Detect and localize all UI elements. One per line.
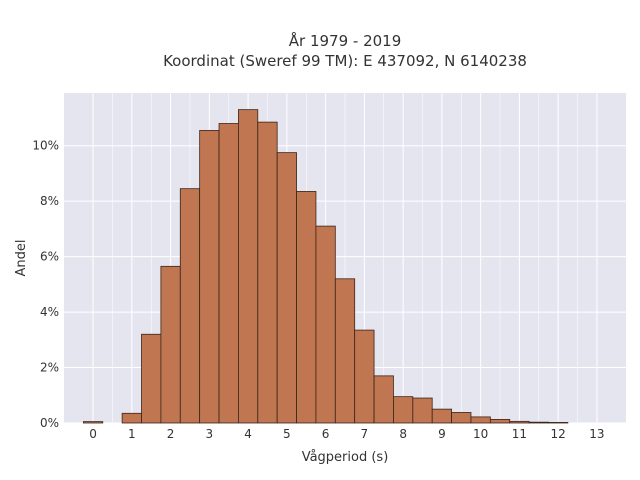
histogram-bar <box>257 121 278 424</box>
x-tick-label: 9 <box>438 427 446 441</box>
histogram-bar <box>393 396 414 424</box>
x-tick-label: 6 <box>322 427 330 441</box>
histogram-bar <box>141 333 162 424</box>
histogram-bar <box>199 130 220 424</box>
x-tick-label: 13 <box>589 427 604 441</box>
chart-title-line-1: År 1979 - 2019 <box>289 31 402 50</box>
histogram-bar <box>276 152 297 424</box>
y-tick-label: 0% <box>40 416 59 430</box>
histogram-bar <box>412 397 433 424</box>
y-axis-ticks: 0% 2% 4% 6% 8% 10% <box>32 139 59 430</box>
chart-title-line-2: Koordinat (Sweref 99 TM): E 437092, N 61… <box>163 52 527 70</box>
histogram-bar <box>218 123 239 424</box>
x-tick-label: 12 <box>551 427 566 441</box>
x-tick-label: 1 <box>128 427 136 441</box>
y-tick-label: 10% <box>32 139 59 153</box>
histogram-bar <box>82 421 104 424</box>
histogram-bar <box>334 278 356 424</box>
histogram-bar <box>470 416 491 424</box>
x-tick-label: 10 <box>473 427 488 441</box>
x-tick-label: 7 <box>361 427 369 441</box>
histogram-bar <box>238 109 259 424</box>
histogram-bar <box>489 418 511 424</box>
histogram-bar <box>509 420 530 424</box>
histogram-bar <box>431 408 452 424</box>
y-tick-label: 6% <box>40 250 59 264</box>
x-tick-label: 4 <box>244 427 252 441</box>
y-tick-label: 2% <box>40 361 59 375</box>
histogram-bar <box>121 412 142 424</box>
x-tick-label: 8 <box>399 427 407 441</box>
histogram-bar <box>179 188 201 424</box>
y-axis-label: Andel <box>14 240 29 277</box>
y-tick-label: 8% <box>40 194 59 208</box>
bars <box>82 109 569 424</box>
histogram-bar <box>528 421 549 424</box>
histogram-bar <box>354 329 375 424</box>
histogram-bar <box>296 191 317 424</box>
histogram-bar <box>373 375 394 424</box>
histogram-bar <box>315 225 336 424</box>
y-tick-label: 4% <box>40 305 59 319</box>
x-tick-label: 3 <box>206 427 214 441</box>
x-tick-label: 0 <box>89 427 97 441</box>
histogram-bar <box>548 422 569 424</box>
histogram-bar <box>451 412 472 424</box>
x-axis-ticks: 0 1 2 3 4 5 6 7 8 9 10 11 12 13 <box>89 427 604 441</box>
x-axis-label: Vågperiod (s) <box>302 450 389 465</box>
x-tick-label: 11 <box>512 427 527 441</box>
x-tick-label: 2 <box>167 427 175 441</box>
x-tick-label: 5 <box>283 427 291 441</box>
histogram-bar <box>160 265 181 424</box>
